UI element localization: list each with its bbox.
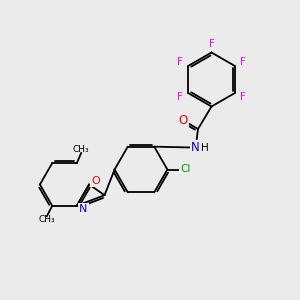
Text: CH₃: CH₃	[73, 145, 90, 154]
Text: CH₃: CH₃	[38, 215, 55, 224]
Text: F: F	[208, 39, 214, 49]
Text: N: N	[191, 141, 200, 154]
Text: F: F	[240, 92, 246, 102]
Text: O: O	[178, 113, 188, 127]
Text: N: N	[79, 204, 88, 214]
Text: F: F	[177, 57, 183, 67]
Text: H: H	[201, 142, 208, 153]
Text: Cl: Cl	[180, 164, 190, 175]
Text: F: F	[240, 57, 246, 67]
Text: O: O	[91, 176, 100, 186]
Text: F: F	[177, 92, 183, 102]
